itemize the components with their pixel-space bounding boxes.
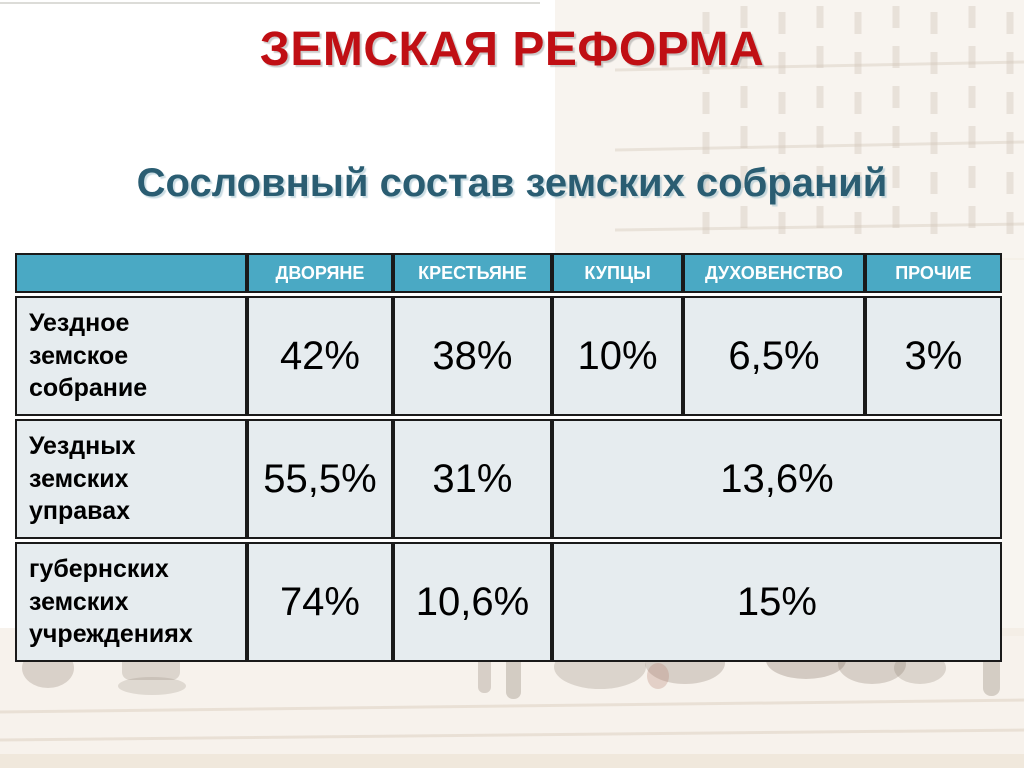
value-cell: 38% <box>393 296 552 416</box>
slide-title: ЗЕМСКАЯ РЕФОРМА <box>259 23 765 76</box>
table-row: губернских земских учреждениях 74% 10,6%… <box>15 542 1002 662</box>
value-cell-merged: 13,6% <box>551 419 1002 539</box>
header-row: ДВОРЯНЕ КРЕСТЬЯНЕ КУПЦЫ ДУХОВЕНСТВО ПРОЧ… <box>15 253 1002 293</box>
slide-subtitle: Сословный состав земских собраний <box>136 161 888 205</box>
value-cell: 6,5% <box>683 296 865 416</box>
column-header-others: ПРОЧИЕ <box>864 253 1002 293</box>
row-label: губернских земских учреждениях <box>15 542 247 662</box>
table-row: Уездных земских управах 55,5% 31% 13,6% <box>15 419 1002 539</box>
column-header-merchants: КУПЦЫ <box>551 253 684 293</box>
composition-table: ДВОРЯНЕ КРЕСТЬЯНЕ КУПЦЫ ДУХОВЕНСТВО ПРОЧ… <box>15 250 1002 665</box>
value-cell: 10,6% <box>393 542 552 662</box>
value-cell: 10% <box>551 296 684 416</box>
column-header-empty <box>15 253 247 293</box>
value-cell-merged: 15% <box>551 542 1002 662</box>
column-header-clergy: ДУХОВЕНСТВО <box>683 253 865 293</box>
value-cell: 42% <box>246 296 393 416</box>
value-cell: 55,5% <box>246 419 393 539</box>
value-cell: 31% <box>393 419 552 539</box>
column-header-peasants: КРЕСТЬЯНЕ <box>393 253 552 293</box>
row-label: Уездных земских управах <box>15 419 247 539</box>
table-row: Уездное земское собрание 42% 38% 10% 6,5… <box>15 296 1002 416</box>
row-label: Уездное земское собрание <box>15 296 247 416</box>
value-cell: 3% <box>864 296 1002 416</box>
column-header-nobles: ДВОРЯНЕ <box>246 253 393 293</box>
value-cell: 74% <box>246 542 393 662</box>
